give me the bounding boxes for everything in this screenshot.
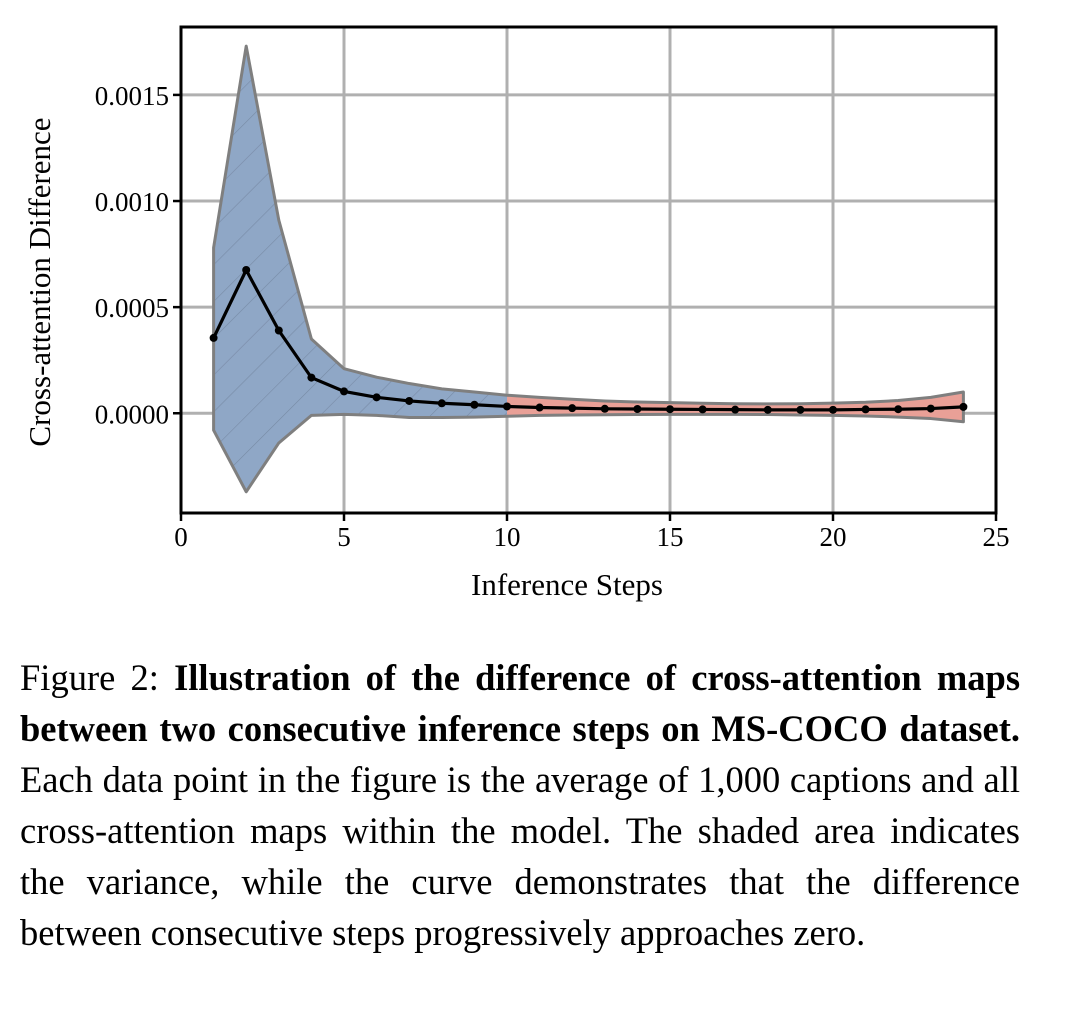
data-point (731, 405, 740, 414)
data-point (763, 405, 772, 414)
y-axis-label: Cross-attention Difference (22, 117, 57, 446)
data-point (600, 404, 609, 413)
grid (179, 27, 998, 513)
data-point (437, 399, 446, 408)
plot-frame (179, 25, 998, 515)
mean-line (212, 268, 964, 412)
ticks: 0 5 10 15 20 25 0.0000 0.0005 0.0010 0.0015 (95, 81, 1010, 552)
variance-band (212, 44, 965, 494)
chart: 0 5 10 15 20 25 0.0000 0.0005 0.0010 0.0015 Infer… (22, 25, 1010, 602)
x-tick-label: 5 (337, 522, 351, 552)
data-point (829, 405, 837, 414)
data-point (666, 405, 674, 414)
x-tick-label: 10 (494, 522, 521, 552)
data-point (926, 404, 935, 413)
x-tick-label: 0 (174, 522, 188, 552)
y-tick-label: 0.0000 (95, 399, 169, 429)
variance-band-edge (212, 44, 965, 494)
data-point (274, 326, 283, 335)
data-point (503, 402, 511, 411)
caption-label: Figure 2: (20, 657, 159, 698)
data-point (372, 393, 381, 402)
data-point (959, 402, 968, 411)
variance-band-hatch (213, 46, 507, 492)
x-axis-label: Inference Steps (471, 567, 663, 602)
caption-text: Each data point in the figure is the ave… (20, 759, 1020, 953)
data-point (307, 373, 316, 382)
caption-bold: Illustration of the difference of cross-… (20, 657, 1021, 749)
data-point (698, 405, 707, 414)
y-tick-label: 0.0015 (95, 81, 169, 111)
data-point (340, 387, 348, 396)
data-point (405, 396, 414, 405)
x-tick-label: 15 (657, 522, 684, 552)
figure-caption: Figure 2: Illustration of the difference… (20, 652, 1020, 958)
data-point (633, 405, 642, 414)
data-point (568, 404, 577, 413)
x-tick-label: 25 (983, 522, 1010, 552)
data-point (209, 333, 218, 342)
data-point (470, 400, 479, 409)
data-point (861, 405, 870, 414)
mean-curve (209, 266, 968, 414)
y-tick-label: 0.0010 (95, 187, 169, 217)
data-point (242, 266, 251, 274)
data-point (894, 405, 903, 414)
y-tick-label: 0.0005 (95, 293, 169, 323)
data-point (535, 403, 544, 412)
x-tick-label: 20 (820, 522, 847, 552)
data-point (796, 405, 805, 414)
